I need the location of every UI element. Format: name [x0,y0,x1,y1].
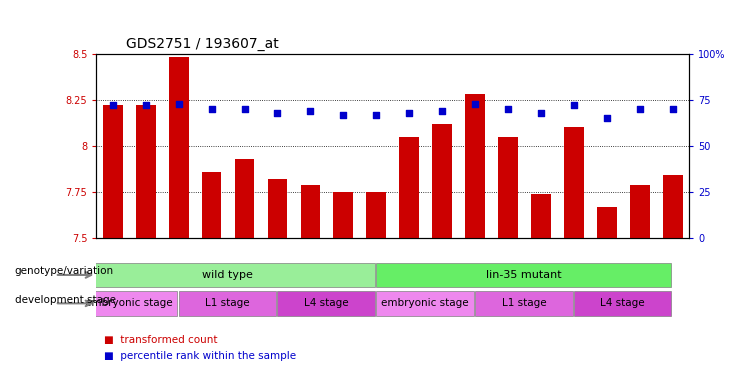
Point [403,110,415,116]
Point [667,106,679,112]
Point [502,106,514,112]
Bar [301,185,320,238]
Point [370,111,382,118]
FancyBboxPatch shape [475,291,573,316]
FancyBboxPatch shape [376,291,474,316]
Bar [531,194,551,238]
Bar [235,159,254,238]
Bar [662,175,682,238]
Point [337,111,349,118]
Point [140,102,152,108]
Point [107,102,119,108]
FancyBboxPatch shape [277,291,375,316]
Bar [498,137,518,238]
Text: L4 stage: L4 stage [600,298,645,308]
Point [469,101,481,107]
FancyBboxPatch shape [80,291,178,316]
FancyBboxPatch shape [80,263,375,287]
Bar [597,207,617,238]
Point [535,110,547,116]
Point [173,101,185,107]
Point [271,110,283,116]
FancyBboxPatch shape [179,291,276,316]
Text: ■  percentile rank within the sample: ■ percentile rank within the sample [104,351,296,361]
Bar [564,127,584,238]
FancyBboxPatch shape [574,291,671,316]
Point [634,106,645,112]
Point [568,102,579,108]
Text: ■  transformed count: ■ transformed count [104,335,217,345]
Text: embryonic stage: embryonic stage [382,298,469,308]
Point [601,115,613,121]
Bar [202,172,222,238]
Point [305,108,316,114]
Bar [103,105,123,238]
Point [206,106,218,112]
Text: L4 stage: L4 stage [304,298,348,308]
Text: L1 stage: L1 stage [502,298,546,308]
Point [239,106,250,112]
Bar [169,58,188,238]
Text: wild type: wild type [202,270,253,280]
Bar [268,179,288,238]
Bar [333,192,353,238]
Text: GDS2751 / 193607_at: GDS2751 / 193607_at [126,37,279,51]
Text: L1 stage: L1 stage [205,298,250,308]
Text: embryonic stage: embryonic stage [85,298,173,308]
Bar [465,94,485,238]
Point [436,108,448,114]
Text: genotype/variation: genotype/variation [15,266,114,276]
Bar [366,192,386,238]
Bar [432,124,452,238]
FancyBboxPatch shape [376,263,671,287]
Text: lin-35 mutant: lin-35 mutant [486,270,562,280]
Bar [630,185,650,238]
Text: development stage: development stage [15,295,116,305]
Bar [399,137,419,238]
Bar [136,105,156,238]
